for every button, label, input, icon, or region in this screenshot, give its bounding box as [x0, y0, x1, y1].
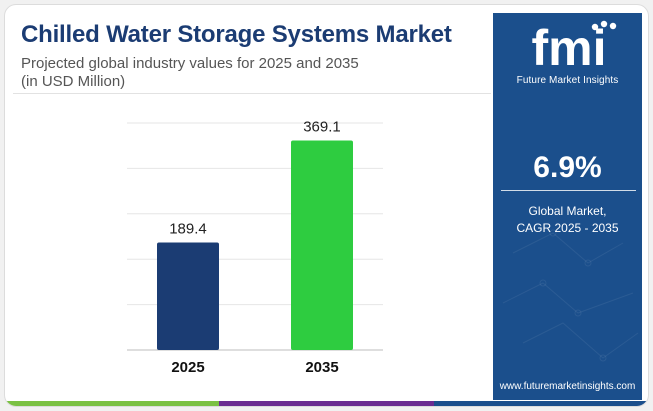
infographic-card: Chilled Water Storage Systems Market Pro… [4, 4, 649, 407]
data-label-2025: 189.4 [169, 221, 207, 238]
footer-color-bar [5, 401, 648, 406]
cagr-divider [501, 190, 636, 191]
subtitle-line-1: Projected global industry values for 202… [21, 55, 359, 72]
cagr-label: Global Market, CAGR 2025 - 2035 [493, 203, 642, 237]
data-label-2035: 369.1 [303, 119, 341, 136]
chart-title: Chilled Water Storage Systems Market [21, 21, 452, 48]
chart-labels: 189.4 2025 369.1 2035 [169, 119, 341, 376]
subtitle-line-2: (in USD Million) [21, 73, 126, 90]
bar-2025 [157, 242, 219, 350]
x-tick-label-2025: 2025 [171, 359, 204, 376]
x-tick-label-2035: 2035 [305, 359, 338, 376]
cagr-value: 6.9% [533, 151, 602, 184]
cagr-panel: fmi Future Market Insights 6.9% Global M… [493, 13, 642, 400]
bar-2035 [291, 140, 353, 350]
header-divider [13, 93, 491, 94]
website-link[interactable]: www.futuremarketinsights.com [499, 381, 636, 392]
fmi-logo: fmi [532, 20, 617, 71]
logo-caption: Future Market Insights [516, 75, 619, 86]
footer-bar-segment-blue [433, 401, 648, 406]
cagr-label-line-1: Global Market, [528, 204, 607, 218]
chart-bars [157, 140, 353, 350]
cagr-label-line-2: CAGR 2025 - 2035 [516, 221, 619, 235]
bar-chart: 189.4 2025 369.1 2035 [127, 119, 383, 376]
panel-background-pattern [502, 229, 639, 362]
footer-bar-segment-purple [219, 401, 434, 406]
footer-bar-segment-green [5, 401, 220, 406]
chart-subtitle: Projected global industry values for 202… [21, 55, 359, 91]
